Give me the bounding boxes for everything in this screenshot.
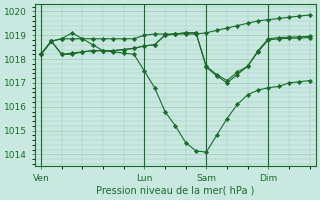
X-axis label: Pression niveau de la mer( hPa ): Pression niveau de la mer( hPa ) (96, 186, 254, 196)
